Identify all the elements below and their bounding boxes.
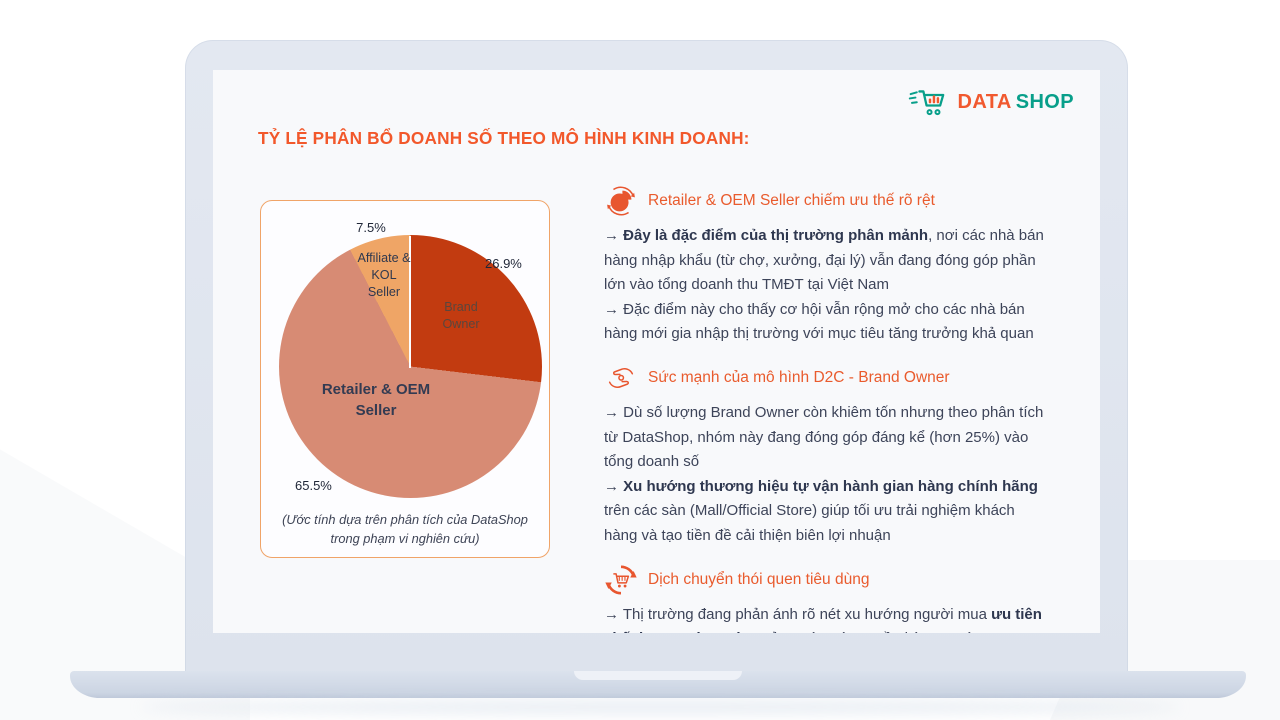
pie-slice-label-affiliate: Affiliate & KOL Seller (357, 251, 411, 299)
section-paragraph-retailer: → Đây là đặc điểm của thị trường phân mả… (604, 227, 1044, 343)
section-heading-consumer: Dịch chuyển thói quen tiêu dùng (604, 563, 1052, 597)
laptop-shadow (140, 700, 1180, 714)
logo-text: DATA SHOP (958, 91, 1074, 114)
insights-column: Retailer & OEM Seller chiếm ưu thế rõ rệ… (604, 184, 1052, 633)
page-title: TỶ LỆ PHÂN BỔ DOANH SỐ THEO MÔ HÌNH KINH… (258, 128, 750, 148)
laptop-screen: DATA SHOP TỶ LỆ PHÂN BỔ DOANH SỐ THEO MÔ … (213, 70, 1100, 633)
laptop-base (70, 671, 1246, 698)
pie-value-brand-owner: 26.9% (485, 256, 522, 271)
chart-caption: (Ước tính dựa trên phân tích của DataSho… (282, 512, 528, 546)
datashop-logo: DATA SHOP (908, 83, 1074, 121)
section-heading-text: Retailer & OEM Seller chiếm ưu thế rõ rệ… (648, 192, 935, 209)
pie-value-retailer: 65.5% (295, 478, 332, 493)
section-heading-d2c: Sức mạnh của mô hình D2C - Brand Owner (604, 361, 1052, 395)
shopping-cart-chart-icon (908, 90, 944, 116)
pie-chart-refresh-icon (604, 184, 638, 218)
pie-value-affiliate: 7.5% (356, 220, 386, 235)
section-heading-text: Sức mạnh của mô hình D2C - Brand Owner (648, 368, 950, 386)
pie-slice-divider (409, 236, 411, 368)
chart-panel: 7.5% 26.9% 65.5% Affiliate & KOL Seller … (260, 200, 550, 558)
section-paragraph-consumer: → Thị trường đang phản ánh rõ nét xu hướ… (604, 605, 1042, 633)
pie-slice-label-brand-owner: Brand Owner (442, 300, 480, 331)
section-heading-text: Dịch chuyển thói quen tiêu dùng (648, 570, 870, 588)
cart-refresh-icon (604, 563, 638, 597)
hands-exchange-icon (604, 361, 638, 395)
laptop-base-notch (574, 671, 742, 680)
logo-word-shop: SHOP (1015, 90, 1074, 113)
section-paragraph-d2c: → Dù số lượng Brand Owner còn khiêm tốn … (604, 403, 1044, 544)
laptop-mockup: DATA SHOP TỶ LỆ PHÂN BỔ DOANH SỐ THEO MÔ … (185, 40, 1128, 672)
logo-word-data: DATA (957, 90, 1012, 113)
section-heading-retailer: Retailer & OEM Seller chiếm ưu thế rõ rệ… (604, 184, 1052, 218)
pie-slice-label-retailer: Retailer & OEM Seller (321, 381, 431, 419)
